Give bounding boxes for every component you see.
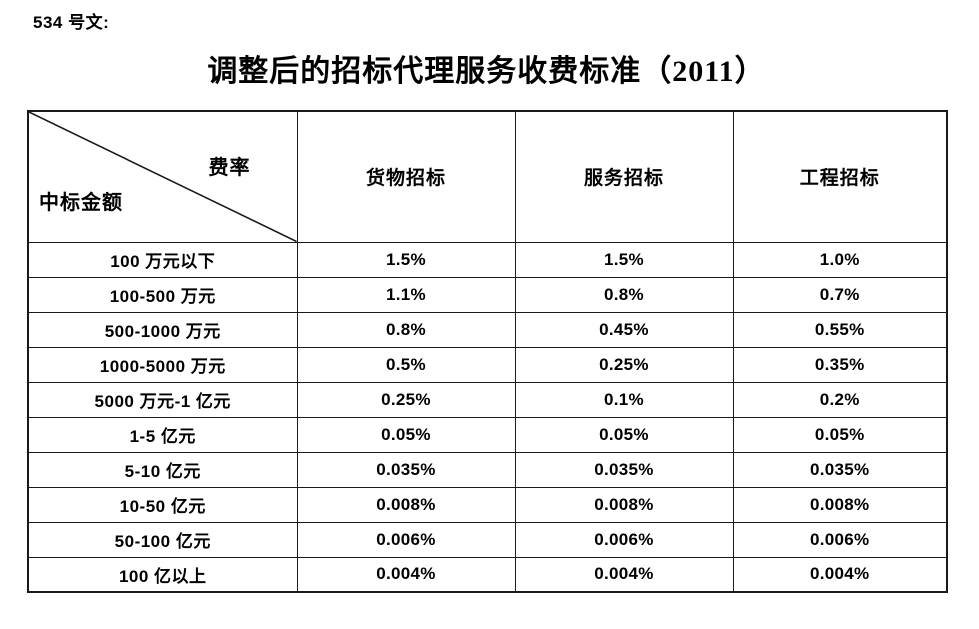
rate-cell-goods: 0.25% — [296, 381, 516, 418]
table-row: 100 亿以上 0.004% 0.004% 0.004% — [27, 556, 948, 593]
table-body: 100 万元以下 1.5% 1.5% 1.0% 100-500 万元 1.1% … — [27, 241, 948, 593]
row-label-cell: 500-1000 万元 — [27, 311, 298, 348]
rate-cell-services: 0.008% — [514, 486, 734, 523]
rate-cell-goods: 0.006% — [296, 521, 516, 558]
corner-label-amount: 中标金额 — [39, 192, 123, 214]
rate-cell-services: 0.006% — [514, 521, 734, 558]
table-row: 1-5 亿元 0.05% 0.05% 0.05% — [27, 416, 948, 453]
row-label-cell: 5000 万元-1 亿元 — [27, 381, 298, 418]
rate-cell-services: 0.8% — [514, 276, 734, 313]
rate-cell-works: 0.035% — [732, 451, 948, 488]
title-container: 调整后的招标代理服务收费标准（2011） — [27, 46, 946, 90]
column-header-services: 服务招标 — [514, 110, 734, 243]
column-header-works: 工程招标 — [732, 110, 948, 243]
row-label-cell: 50-100 亿元 — [27, 521, 298, 558]
rate-cell-services: 0.25% — [514, 346, 734, 383]
rate-cell-goods: 0.004% — [296, 556, 516, 593]
diagonal-corner-cell: 费率 中标金额 — [27, 110, 298, 243]
row-label-cell: 5-10 亿元 — [27, 451, 298, 488]
table-row: 1000-5000 万元 0.5% 0.25% 0.35% — [27, 346, 948, 383]
rate-cell-services: 0.45% — [514, 311, 734, 348]
doc-number-label: 534 号文: — [33, 13, 110, 32]
rate-cell-goods: 0.8% — [296, 311, 516, 348]
row-label-cell: 10-50 亿元 — [27, 486, 298, 523]
corner-label-rate: 费率 — [208, 157, 251, 179]
fee-rate-table: 费率 中标金额 货物招标 服务招标 工程招标 100 万元以下 1.5% 1.5… — [27, 110, 948, 593]
rate-cell-works: 0.008% — [732, 486, 948, 523]
table-row: 50-100 亿元 0.006% 0.006% 0.006% — [27, 521, 948, 558]
row-label-cell: 100 亿以上 — [27, 556, 298, 593]
rate-cell-services: 0.035% — [514, 451, 734, 488]
rate-cell-works: 1.0% — [732, 241, 948, 278]
row-label-cell: 100-500 万元 — [27, 276, 298, 313]
row-label-cell: 1-5 亿元 — [27, 416, 298, 453]
rate-cell-goods: 0.035% — [296, 451, 516, 488]
rate-cell-goods: 0.008% — [296, 486, 516, 523]
column-header-goods: 货物招标 — [296, 110, 516, 243]
rate-cell-works: 0.2% — [732, 381, 948, 418]
rate-cell-works: 0.55% — [732, 311, 948, 348]
rate-cell-services: 1.5% — [514, 241, 734, 278]
rate-cell-goods: 1.1% — [296, 276, 516, 313]
rate-cell-services: 0.1% — [514, 381, 734, 418]
table-row: 5-10 亿元 0.035% 0.035% 0.035% — [27, 451, 948, 488]
table-row: 100-500 万元 1.1% 0.8% 0.7% — [27, 276, 948, 313]
diagonal-line — [29, 112, 296, 241]
table-row: 500-1000 万元 0.8% 0.45% 0.55% — [27, 311, 948, 348]
table-row: 100 万元以下 1.5% 1.5% 1.0% — [27, 241, 948, 278]
rate-cell-goods: 1.5% — [296, 241, 516, 278]
rate-cell-works: 0.004% — [732, 556, 948, 593]
row-label-cell: 100 万元以下 — [27, 241, 298, 278]
rate-cell-works: 0.006% — [732, 521, 948, 558]
page-title: 调整后的招标代理服务收费标准（2011） — [207, 55, 766, 88]
rate-cell-goods: 0.5% — [296, 346, 516, 383]
rate-cell-services: 0.05% — [514, 416, 734, 453]
table-row: 5000 万元-1 亿元 0.25% 0.1% 0.2% — [27, 381, 948, 418]
rate-cell-goods: 0.05% — [296, 416, 516, 453]
row-label-cell: 1000-5000 万元 — [27, 346, 298, 383]
table-row: 10-50 亿元 0.008% 0.008% 0.008% — [27, 486, 948, 523]
header-row: 费率 中标金额 货物招标 服务招标 工程招标 — [27, 110, 948, 243]
rate-cell-works: 0.35% — [732, 346, 948, 383]
rate-cell-works: 0.05% — [732, 416, 948, 453]
rate-cell-works: 0.7% — [732, 276, 948, 313]
rate-cell-services: 0.004% — [514, 556, 734, 593]
